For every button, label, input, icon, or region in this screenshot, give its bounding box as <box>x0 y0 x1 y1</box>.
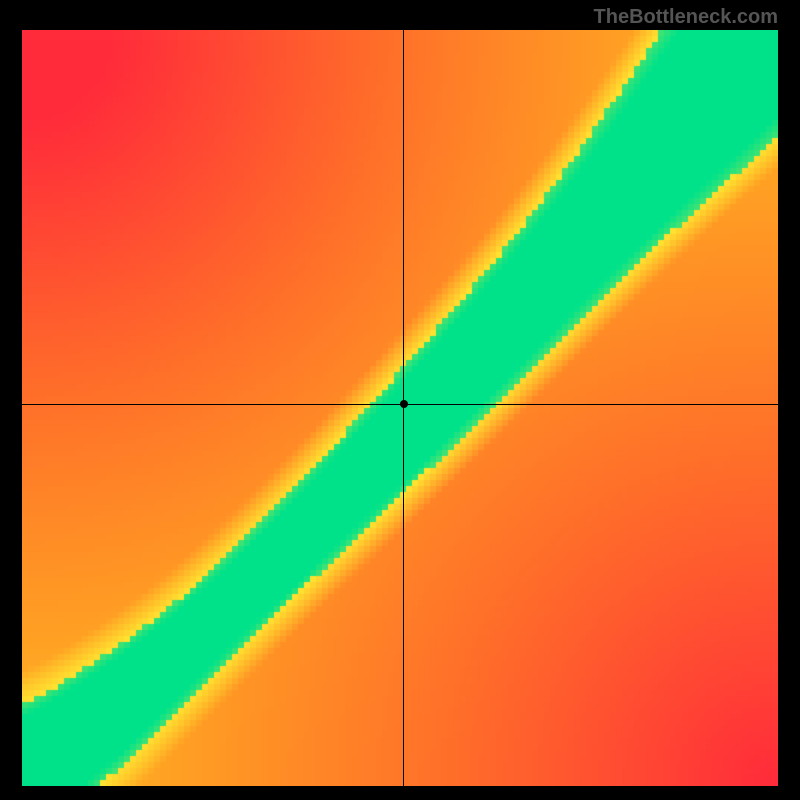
chart-container: TheBottleneck.com <box>0 0 800 800</box>
crosshair-center-dot <box>400 400 408 408</box>
bottleneck-heatmap <box>22 30 778 786</box>
watermark-text: TheBottleneck.com <box>594 6 778 29</box>
